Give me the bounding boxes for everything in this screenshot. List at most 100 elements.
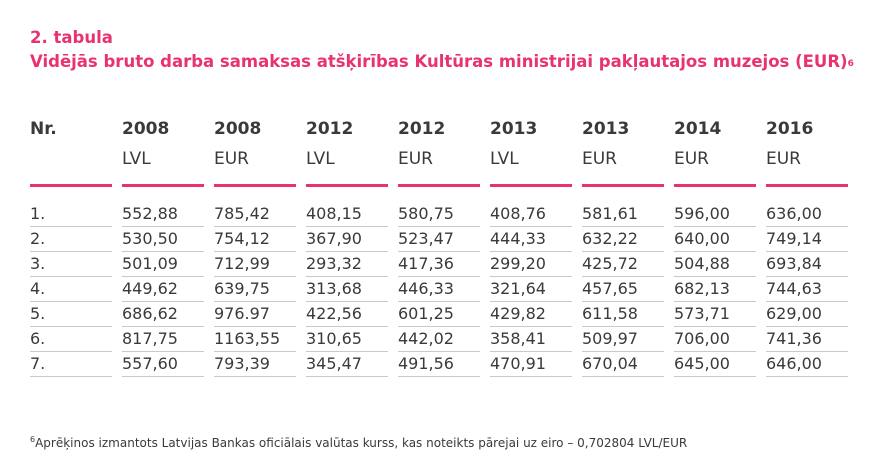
table-cell: 425,72 (582, 252, 664, 277)
table-row: 4. 449,62 639,75 313,68 446,33 321,64 457,65 68… (30, 277, 848, 302)
column-header-nr: Nr. (30, 112, 112, 187)
table-cell: 523,47 (398, 227, 480, 252)
table-cell: 744,63 (766, 277, 848, 302)
row-number: 5. (30, 302, 112, 327)
table-cell: 670,04 (582, 352, 664, 377)
table-cell: 408,15 (306, 187, 388, 227)
row-number: 2. (30, 227, 112, 252)
table-cell: 310,65 (306, 327, 388, 352)
table-cell: 446,33 (398, 277, 480, 302)
row-number: 1. (30, 187, 112, 227)
table-cell: 639,75 (214, 277, 296, 302)
table-row: 1. 552,88 785,42 408,15 580,75 408,76 581,61 59… (30, 187, 848, 227)
table-cell: 491,56 (398, 352, 480, 377)
table-cell: 636,00 (766, 187, 848, 227)
table-cell: 712,99 (214, 252, 296, 277)
table-cell: 793,39 (214, 352, 296, 377)
table-cell: 817,75 (122, 327, 204, 352)
column-header: 2008 EUR (214, 112, 296, 187)
table-cell: 530,50 (122, 227, 204, 252)
column-header-unit: EUR (582, 149, 617, 169)
table-cell: 785,42 (214, 187, 296, 227)
salary-table: Nr. 2008 LVL 2008 EUR 2012 LVL 2012 EUR 2013 LVL 2… (20, 112, 858, 377)
footnote: 6Aprēķinos izmantots Latvijas Bankas ofi… (30, 435, 688, 450)
table-cell: 501,09 (122, 252, 204, 277)
table-cell: 1163,55 (214, 327, 296, 352)
table-cell: 741,36 (766, 327, 848, 352)
table-cell: 749,14 (766, 227, 848, 252)
table-cell: 417,36 (398, 252, 480, 277)
table-cell: 449,62 (122, 277, 204, 302)
table-cell: 442,02 (398, 327, 480, 352)
table-cell: 581,61 (582, 187, 664, 227)
column-header-year: 2008 (122, 119, 170, 139)
table-cell: 754,12 (214, 227, 296, 252)
nr-header-label: Nr. (30, 119, 57, 139)
column-header-year: 2012 (306, 119, 354, 139)
table-cell: 573,71 (674, 302, 756, 327)
table-row: 7. 557,60 793,39 345,47 491,56 470,91 670,04 64… (30, 352, 848, 377)
footnote-mark: 6 (30, 435, 36, 444)
column-header: 2012 LVL (306, 112, 388, 187)
table-cell: 596,00 (674, 187, 756, 227)
row-number: 3. (30, 252, 112, 277)
column-header: 2013 LVL (490, 112, 572, 187)
table-cell: 470,91 (490, 352, 572, 377)
column-header: 2008 LVL (122, 112, 204, 187)
table-body: 1. 552,88 785,42 408,15 580,75 408,76 581,61 59… (30, 187, 848, 377)
column-header: 2014 EUR (674, 112, 756, 187)
column-header-year: 2013 (582, 119, 630, 139)
column-header-year: 2008 (214, 119, 262, 139)
table-cell: 313,68 (306, 277, 388, 302)
row-number: 4. (30, 277, 112, 302)
table-cell: 457,65 (582, 277, 664, 302)
table-cell: 345,47 (306, 352, 388, 377)
table-cell: 293,32 (306, 252, 388, 277)
column-header: 2012 EUR (398, 112, 480, 187)
table-cell: 682,13 (674, 277, 756, 302)
table-cell: 504,88 (674, 252, 756, 277)
table-row: 2. 530,50 754,12 367,90 523,47 444,33 632,22 64… (30, 227, 848, 252)
table-cell: 632,22 (582, 227, 664, 252)
table-cell: 367,90 (306, 227, 388, 252)
table-cell: 693,84 (766, 252, 848, 277)
table-cell: 321,64 (490, 277, 572, 302)
table-title: Vidējās bruto darba samaksas atšķirības … (30, 50, 854, 74)
title-footnote-mark: 6 (847, 59, 854, 69)
column-header-year: 2013 (490, 119, 538, 139)
row-number: 6. (30, 327, 112, 352)
column-header: 2013 EUR (582, 112, 664, 187)
table-cell: 646,00 (766, 352, 848, 377)
table-cell: 444,33 (490, 227, 572, 252)
row-number: 7. (30, 352, 112, 377)
column-header: 2016 EUR (766, 112, 848, 187)
table-cell: 601,25 (398, 302, 480, 327)
footnote-text: Aprēķinos izmantots Latvijas Bankas ofic… (35, 436, 688, 450)
table-cell: 640,00 (674, 227, 756, 252)
table-cell: 976.97 (214, 302, 296, 327)
table-label: 2. tabula (30, 28, 113, 47)
table-cell: 645,00 (674, 352, 756, 377)
column-header-year: 2014 (674, 119, 722, 139)
column-header-year: 2012 (398, 119, 446, 139)
table-row: 5. 686,62 976.97 422,56 601,25 429,82 611,58 57… (30, 302, 848, 327)
column-header-unit: LVL (306, 149, 335, 169)
table-row: 6. 817,75 1163,55 310,65 442,02 358,41 509,97 7… (30, 327, 848, 352)
table-cell: 299,20 (490, 252, 572, 277)
column-header-unit: EUR (398, 149, 433, 169)
table-cell: 422,56 (306, 302, 388, 327)
table-title-text: Vidējās bruto darba samaksas atšķirības … (30, 52, 848, 71)
table-header-row: Nr. 2008 LVL 2008 EUR 2012 LVL 2012 EUR 2013 LVL 2… (30, 112, 848, 187)
table-cell: 552,88 (122, 187, 204, 227)
column-header-unit: EUR (766, 149, 801, 169)
table-cell: 629,00 (766, 302, 848, 327)
table-cell: 429,82 (490, 302, 572, 327)
column-header-unit: LVL (490, 149, 519, 169)
column-header-unit: EUR (674, 149, 709, 169)
table-cell: 358,41 (490, 327, 572, 352)
column-header-unit: EUR (214, 149, 249, 169)
table-cell: 580,75 (398, 187, 480, 227)
table-cell: 557,60 (122, 352, 204, 377)
column-header-unit: LVL (122, 149, 151, 169)
table-cell: 509,97 (582, 327, 664, 352)
